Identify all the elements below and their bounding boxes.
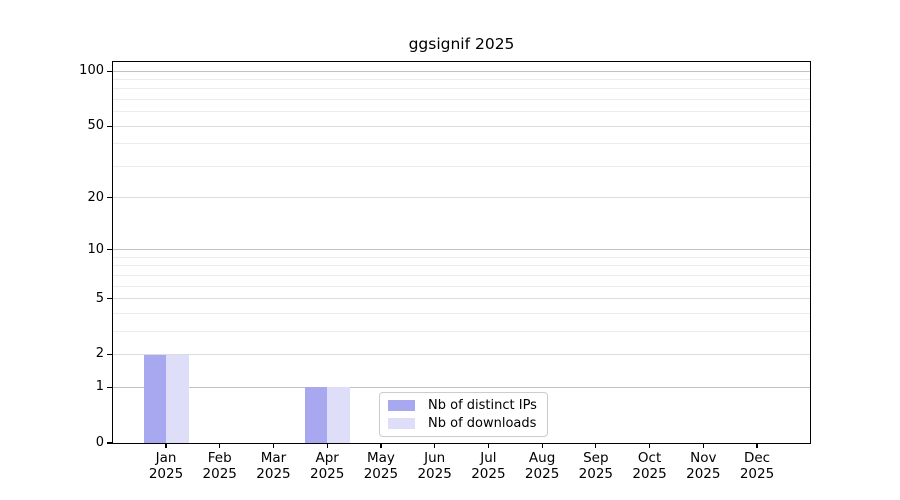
gridline-20 [113,197,810,199]
x-tick-mark-jun [434,443,436,448]
legend-item-distinct-ips: Nb of distinct IPs [388,398,537,413]
legend: Nb of distinct IPs Nb of downloads [379,392,548,437]
gridline-6 [113,285,810,287]
y-tick-label-0: 0 [95,435,104,450]
x-tick-mark-oct [648,443,651,448]
x-tick-label-nov: Nov 2025 [686,450,721,482]
gridlines-layer [113,62,810,443]
x-tick-label-jan: Jan 2025 [148,450,184,482]
x-tick-mark-dec [756,443,758,448]
x-tick-mark-sep [595,443,597,448]
y-tick-mark-100 [107,70,112,72]
y-tick-label-1: 1 [95,379,104,395]
x-tick-label-apr: Apr 2025 [310,450,345,482]
x-tick-mark-apr [326,443,328,448]
legend-item-downloads: Nb of downloads [388,416,537,431]
legend-label-distinct-ips: Nb of distinct IPs [428,398,537,413]
y-tick-label-100: 100 [79,63,104,79]
x-tick-label-dec: Dec 2025 [739,450,775,482]
x-tick-label-aug: Aug 2025 [524,450,560,482]
x-tick-label-oct: Oct 2025 [632,450,667,482]
gridline-9 [113,257,810,258]
x-tick-mark-aug [541,443,543,448]
x-tick-mark-nov [702,443,704,448]
gridline-2 [113,353,810,355]
gridline-8 [113,265,810,267]
gridline-5 [113,298,810,300]
y-tick-label-10: 10 [87,241,104,257]
y-tick-mark-0 [107,442,112,444]
y-tick-mark-5 [107,298,112,300]
bar-nb-of-distinct-ips-apr [304,387,328,443]
plot-area [112,61,811,444]
gridline-3 [113,330,810,332]
x-tick-mark-may [380,443,382,448]
x-tick-label-may: May 2025 [363,450,399,482]
gridline-40 [113,143,810,145]
y-tick-mark-1 [107,386,112,388]
y-tick-mark-10 [107,249,112,251]
gridline-60 [113,111,810,113]
y-tick-mark-50 [107,125,112,127]
bars-layer [113,62,810,443]
x-tick-mark-mar [272,443,275,448]
x-tick-mark-jul [487,443,489,448]
bar-nb-of-downloads-jan [166,354,189,443]
gridline-10 [113,249,810,251]
gridline-100 [113,70,810,72]
x-tick-label-sep: Sep 2025 [578,450,613,482]
chart-title: ggsignif 2025 [408,35,515,53]
legend-label-downloads: Nb of downloads [428,416,537,431]
legend-swatch-distinct-ips [388,400,415,411]
y-tick-label-20: 20 [87,189,104,205]
gridline-90 [113,79,810,81]
legend-swatch-downloads [388,418,415,429]
gridline-4 [113,312,810,314]
gridline-1 [113,386,810,388]
gridline-70 [113,99,810,101]
gridline-30 [113,165,810,167]
gridline-7 [113,274,810,276]
y-tick-label-50: 50 [87,118,104,134]
x-tick-label-jul: Jul 2025 [471,450,506,482]
bar-nb-of-distinct-ips-jan [143,354,166,443]
gridline-50 [113,125,810,127]
x-tick-label-jun: Jun 2025 [417,450,452,482]
bar-nb-of-downloads-apr [327,387,350,443]
x-tick-label-mar: Mar 2025 [256,450,291,482]
x-tick-mark-feb [219,443,221,448]
y-tick-label-2: 2 [95,346,104,362]
x-tick-mark-jan [165,443,167,448]
x-tick-label-feb: Feb 2025 [202,450,237,482]
y-tick-mark-20 [107,197,112,199]
y-tick-label-5: 5 [95,290,104,306]
y-tick-mark-2 [107,353,112,356]
gridline-80 [113,88,810,90]
